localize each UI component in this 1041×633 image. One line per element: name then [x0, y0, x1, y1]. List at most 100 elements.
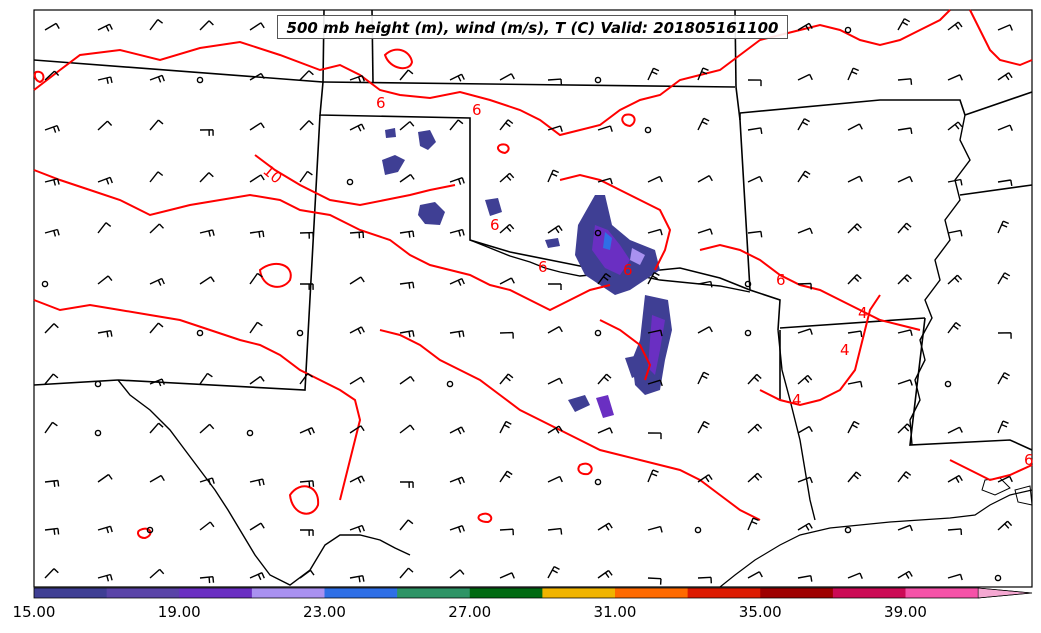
wind-barb [97, 573, 113, 582]
wind-barb [97, 23, 113, 32]
wind-barb [847, 471, 862, 483]
wind-barb [997, 124, 1013, 131]
wind-barb [249, 122, 265, 131]
river [909, 114, 971, 446]
wind-barb [249, 22, 265, 31]
wind-barb [947, 322, 962, 334]
wind-barb [199, 20, 214, 31]
wind-barb [199, 372, 213, 385]
wind-barb [299, 283, 314, 290]
wind-barb [697, 174, 713, 183]
wind-barb [547, 377, 563, 385]
wind-barb [499, 331, 514, 339]
wind-barb [547, 565, 560, 579]
wind-barb [449, 228, 465, 237]
colorbar-segment [469, 588, 543, 598]
wind-barb [697, 576, 712, 584]
wind-barb [199, 423, 215, 434]
gulf-coast [719, 489, 1033, 588]
colorbar-segment [905, 588, 979, 598]
wind-barb [499, 420, 512, 434]
wind-barb [797, 170, 811, 183]
colorbar-segment [251, 588, 326, 598]
calm-wind-circle [644, 126, 652, 134]
wind-barb [547, 527, 563, 535]
wind-barb [747, 127, 763, 135]
wind-barb [697, 228, 713, 235]
wind-barb [399, 375, 415, 385]
state-borders [33, 9, 1033, 451]
wind-barb [647, 432, 662, 440]
wind-barb [697, 326, 713, 334]
colorbar-tick-label: 19.00 [157, 603, 201, 621]
colorbar-segment [615, 588, 689, 598]
contour-label: 6 [376, 94, 386, 112]
wind-barb [199, 276, 215, 285]
wind-barb [249, 522, 265, 531]
calm-wind-circle [744, 329, 752, 337]
calm-wind-circle [296, 329, 304, 337]
wind-barb [449, 177, 465, 185]
wind-barb [44, 527, 60, 535]
wind-barb [449, 426, 465, 435]
wind-barb [747, 472, 763, 483]
wind-barb [499, 277, 515, 285]
wind-barb [399, 481, 414, 488]
colorbar-extend-arrow [977, 587, 1033, 599]
rio-grande [117, 379, 411, 586]
wind-barb [647, 175, 663, 183]
wind-barb [797, 328, 813, 335]
wind-barb [149, 74, 165, 83]
wind-barb [547, 325, 563, 334]
calm-wind-circle [41, 280, 49, 288]
colorbar-segment [34, 588, 108, 598]
wind-barb [349, 276, 365, 285]
wind-barb [897, 524, 913, 532]
temperature-contours [33, 9, 1033, 540]
wind-barb [897, 423, 913, 434]
wind-barb [349, 524, 365, 533]
wind-barb [947, 121, 963, 131]
contour-label: 4 [792, 391, 802, 409]
wind-barb [747, 79, 762, 87]
wind-barb [647, 228, 663, 236]
contour-label: 6 [776, 271, 786, 289]
wind-barb [797, 425, 813, 434]
wind-barb [547, 78, 563, 86]
wind-barb [449, 476, 465, 485]
calm-wind-circle [744, 280, 752, 288]
wind-barb [499, 572, 515, 579]
wind-barb [149, 119, 164, 131]
wind-barb [997, 272, 1011, 285]
wind-barb [97, 275, 113, 285]
wind-barb [647, 271, 660, 285]
colorbar [33, 587, 1033, 599]
calm-wind-circle [594, 76, 602, 84]
wind-barb [997, 72, 1013, 81]
wind-barb [149, 422, 164, 434]
calm-wind-circle [246, 429, 254, 437]
wind-barb [897, 329, 913, 336]
wind-barb [499, 373, 514, 385]
wind-barb [399, 424, 415, 434]
wind-barb [44, 373, 59, 385]
wind-barb [399, 121, 415, 131]
wind-barb [44, 178, 60, 186]
wind-barb [647, 379, 663, 387]
wind-barb [399, 567, 414, 579]
calm-wind-circle [994, 574, 1002, 582]
calm-wind-circle [346, 178, 354, 186]
wind-barb [747, 517, 759, 531]
wind-barb [747, 423, 763, 434]
wind-barb [847, 330, 863, 338]
wind-barb [97, 120, 113, 131]
wind-barb [797, 22, 813, 31]
contour-label-group: 6 6 6 6 10 6 6 4 4 4 6 [259, 94, 1033, 469]
contour-label: 6 [623, 261, 633, 279]
wind-barb [697, 280, 713, 288]
calm-wind-circle [196, 76, 204, 84]
wind-barb [97, 473, 113, 483]
wind-barb [697, 117, 710, 131]
wind-barb [847, 67, 859, 81]
